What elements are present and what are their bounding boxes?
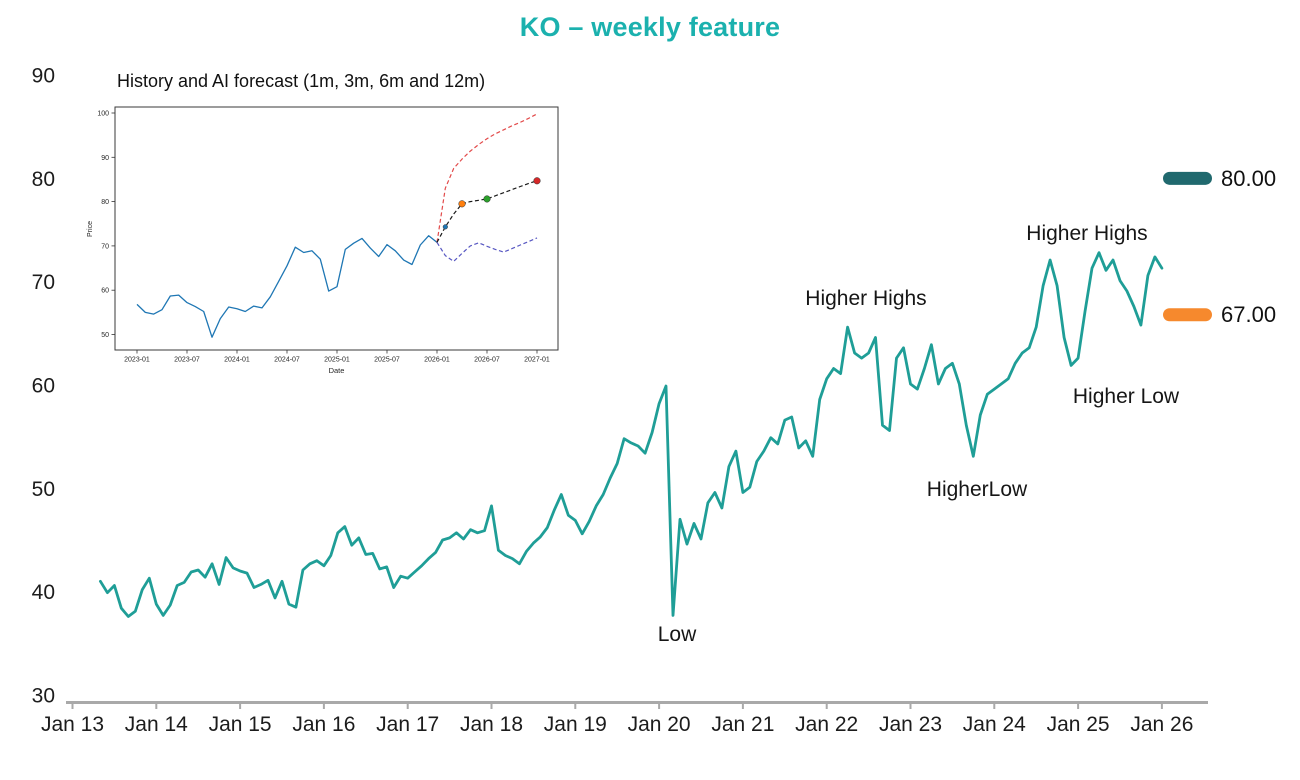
y-axis-label: 80 <box>32 168 55 191</box>
x-axis-label: Jan 14 <box>125 713 188 736</box>
x-axis-label: Jan 17 <box>376 713 439 736</box>
inset-x-axis-label: 2025-07 <box>374 357 400 364</box>
y-axis-label: 60 <box>32 375 55 398</box>
chart-title: KO – weekly feature <box>519 12 781 42</box>
inset-x-axis-title: Date <box>329 366 345 375</box>
x-axis-label: Jan 19 <box>544 713 607 736</box>
inset-x-axis-label: 2024-07 <box>274 357 300 364</box>
inset-y-axis-label: 80 <box>101 199 109 206</box>
x-axis-label: Jan 20 <box>628 713 691 736</box>
y-axis-label: 30 <box>32 685 55 708</box>
inset-forecast-marker-12m <box>533 177 541 185</box>
price-level-pill-67-00 <box>1163 308 1212 322</box>
x-axis-label: Jan 26 <box>1130 713 1193 736</box>
y-axis-label: 90 <box>32 65 55 88</box>
inset-y-axis-title: Price <box>87 221 94 237</box>
inset-y-axis-label: 70 <box>101 243 109 250</box>
inset-chart-title: History and AI forecast (1m, 3m, 6m and … <box>117 71 486 91</box>
inset-x-axis-label: 2023-07 <box>174 357 200 364</box>
y-axis-label: 40 <box>32 581 55 604</box>
price-line <box>99 251 1164 618</box>
inset-series-lower-forecast <box>436 237 538 262</box>
annotation-higher-highs: Higher Highs <box>805 287 926 310</box>
inset-x-axis-label: 2026-07 <box>474 357 500 364</box>
x-axis-label: Jan 24 <box>963 713 1026 736</box>
annotation-higher-low: Higher Low <box>1073 385 1180 408</box>
x-axis-label: Jan 13 <box>41 713 104 736</box>
price-level-pill-80-00 <box>1163 171 1212 185</box>
x-axis-label: Jan 15 <box>209 713 272 736</box>
inset-forecast-marker-6m <box>483 195 491 203</box>
inset-forecast-marker-1m <box>442 224 448 230</box>
inset-y-axis-label: 90 <box>101 155 109 162</box>
x-axis-label: Jan 25 <box>1047 713 1110 736</box>
inset-series-ai-forecast <box>436 180 538 243</box>
inset-x-axis-label: 2023-01 <box>124 357 150 364</box>
annotation-higher-highs: Higher Highs <box>1026 222 1147 245</box>
x-axis-label: Jan 21 <box>711 713 774 736</box>
inset-y-axis-label: 100 <box>97 111 109 118</box>
inset-x-axis-label: 2024-01 <box>224 357 250 364</box>
y-axis-label: 70 <box>32 271 55 294</box>
inset-x-axis-label: 2027-01 <box>524 357 550 364</box>
inset-y-axis-label: 60 <box>101 288 109 295</box>
annotation-higherlow: HigherLow <box>927 478 1028 501</box>
inset-y-axis-label: 50 <box>101 332 109 339</box>
y-axis-label: 50 <box>32 478 55 501</box>
x-axis-label: Jan 16 <box>292 713 355 736</box>
price-level-label-67-00: 67.00 <box>1221 302 1276 327</box>
x-axis-label: Jan 23 <box>879 713 942 736</box>
inset-forecast-marker-3m <box>458 200 466 208</box>
annotation-low: Low <box>658 623 697 646</box>
inset-x-axis-label: 2025-01 <box>324 357 350 364</box>
x-axis-label: Jan 22 <box>795 713 858 736</box>
inset-series-history <box>136 235 438 338</box>
inset-series-upper-forecast <box>436 113 538 243</box>
inset-x-axis-label: 2026-01 <box>424 357 450 364</box>
inset-plot-border <box>114 106 559 351</box>
price-level-label-80-00: 80.00 <box>1221 166 1276 191</box>
x-axis-label: Jan 18 <box>460 713 523 736</box>
